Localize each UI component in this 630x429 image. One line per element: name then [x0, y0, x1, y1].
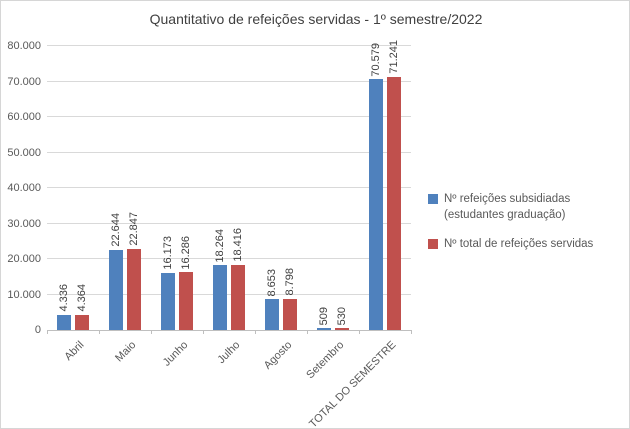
bar-data-label: 18.264: [214, 228, 226, 263]
x-axis-category-label: Junho: [160, 339, 191, 369]
gridline: [47, 187, 411, 188]
legend-entry[interactable]: Nº total de refeições servidas: [428, 236, 628, 252]
bar-total-meals[interactable]: [283, 298, 297, 330]
y-axis-tick-label: 0: [34, 324, 41, 336]
bar-data-label: 8.653: [266, 268, 278, 297]
category-slot: 4.336 4.364: [47, 46, 99, 330]
bar-subsidized-meals[interactable]: [265, 299, 279, 330]
bar-data-label: 530: [336, 306, 348, 326]
category-slot: 16.173 16.286: [151, 46, 203, 330]
x-axis-tick: [255, 330, 256, 334]
bar-total-meals[interactable]: [127, 248, 141, 330]
legend: Nº refeições subsidiadas (estudantes gra…: [428, 191, 628, 265]
x-axis-category-label: TOTAL DO SEMESTRE: [307, 339, 399, 429]
bar-subsidized-meals[interactable]: [161, 272, 175, 330]
category-slot: 509 530: [307, 46, 359, 330]
bar-data-label: 8.798: [284, 268, 296, 296]
y-axis-tick-label: 50.000: [7, 146, 41, 159]
bar-total-meals[interactable]: [335, 328, 349, 330]
x-axis-category-label: Agosto: [261, 339, 295, 372]
bar-data-label: 509: [318, 306, 330, 326]
bar-subsidized-meals[interactable]: [109, 249, 123, 330]
category-slot: 22.644 22.847: [99, 46, 151, 330]
y-axis-tick-label: 20.000: [7, 253, 41, 265]
bar-data-label: 22.644: [110, 212, 122, 247]
y-axis-tick-label: 40.000: [7, 182, 41, 194]
gridline: [47, 293, 411, 295]
y-axis-tick-label: 30.000: [7, 217, 41, 230]
x-axis-tick: [47, 330, 48, 334]
bar-data-label: 4.336: [58, 284, 70, 312]
gridline: [47, 116, 411, 117]
legend-series-label: Nº refeições subsidiadas (estudantes gra…: [444, 193, 571, 221]
x-axis-line: [47, 330, 411, 331]
bar-total-meals[interactable]: [179, 272, 193, 330]
bar-total-meals[interactable]: [387, 77, 401, 330]
chart-title: Quantitativo de refeições servidas - 1º …: [149, 11, 483, 27]
y-axis-tick-label: 80.000: [7, 40, 41, 52]
bar-data-label: 70.579: [370, 42, 382, 77]
x-axis-category-label: Abril: [62, 339, 87, 364]
bar-data-label: 22.847: [128, 212, 140, 246]
gridline: [47, 45, 411, 46]
bar-data-label: 4.364: [76, 283, 88, 312]
bar-subsidized-meals[interactable]: [317, 328, 331, 330]
x-axis-tick: [151, 330, 152, 334]
x-axis-tick: [359, 330, 360, 334]
x-axis-category-label: Setembro: [304, 339, 347, 382]
y-axis-tick-label: 60.000: [7, 111, 41, 123]
gridline: [47, 222, 411, 224]
legend-series-label: Nº total de refeições servidas: [444, 238, 594, 250]
x-axis-category-label: Maio: [113, 339, 139, 365]
bar-data-label: 16.286: [180, 235, 192, 270]
bar-subsidized-meals[interactable]: [369, 79, 383, 330]
legend-color-swatch-icon: [428, 239, 438, 249]
y-axis-tick-label: 10.000: [7, 288, 41, 301]
x-axis-category-label: Julho: [215, 339, 243, 367]
bar-total-meals[interactable]: [231, 264, 245, 330]
y-axis-tick-label: 70.000: [7, 75, 41, 88]
x-axis-tick: [99, 330, 100, 334]
category-slot: 18.264 18.416: [203, 46, 255, 330]
x-axis-tick: [411, 330, 412, 334]
legend-color-swatch-icon: [428, 194, 438, 204]
plot-area: 0 10.000 20.000 30.000 40.000 50.000 60.000 70.…: [7, 40, 412, 428]
gridline: [47, 151, 411, 153]
gridline: [47, 80, 411, 82]
category-slot: 8.653 8.798: [255, 46, 307, 330]
bar-data-label: 71.241: [388, 40, 400, 75]
bar-data-label: 18.416: [232, 227, 244, 262]
gridline: [47, 258, 411, 259]
bar-subsidized-meals[interactable]: [57, 314, 71, 330]
bar-total-meals[interactable]: [75, 314, 89, 330]
bar-data-label: 16.173: [162, 235, 174, 270]
category-slot: 70.579 71.241: [359, 40, 411, 330]
bar-subsidized-meals[interactable]: [213, 265, 227, 330]
legend-entry[interactable]: Nº refeições subsidiadas (estudantes gra…: [428, 191, 628, 223]
x-axis-tick: [203, 330, 204, 334]
x-axis-tick: [307, 330, 308, 334]
